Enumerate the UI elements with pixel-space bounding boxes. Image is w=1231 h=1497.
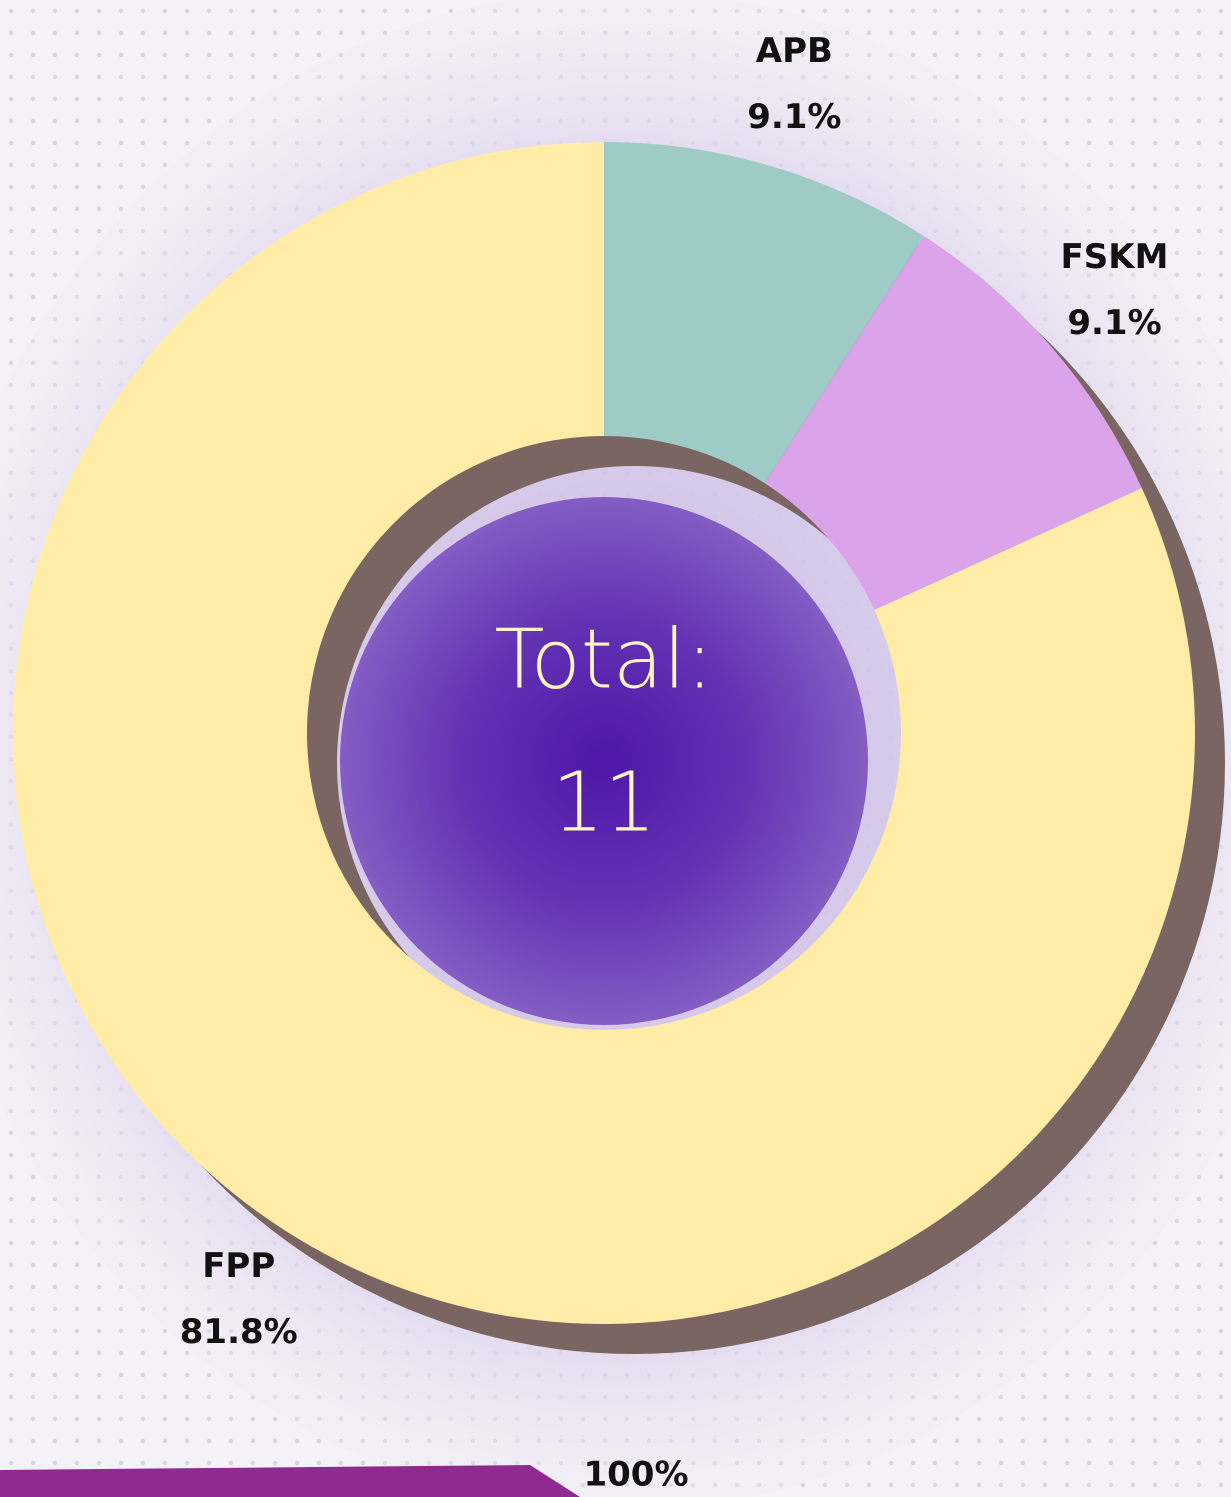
slice-value: 9.1%: [747, 97, 841, 137]
slice: [13, 142, 1196, 1324]
slice: [604, 142, 924, 484]
slice-name: APB: [756, 31, 833, 71]
slice-name: FSKM: [1061, 237, 1169, 277]
slice-value: 81.8%: [180, 1312, 298, 1352]
footer-band: [0, 1465, 580, 1497]
slice: [764, 236, 1142, 610]
slice-value: 9.1%: [1067, 303, 1161, 343]
center-title: Total:: [494, 613, 713, 708]
slice-name: FPP: [202, 1246, 275, 1286]
center-disc: [340, 497, 868, 1025]
footer-label: 100%: [583, 1455, 688, 1495]
center-value: 11: [552, 756, 656, 851]
donut: [13, 142, 1225, 1354]
